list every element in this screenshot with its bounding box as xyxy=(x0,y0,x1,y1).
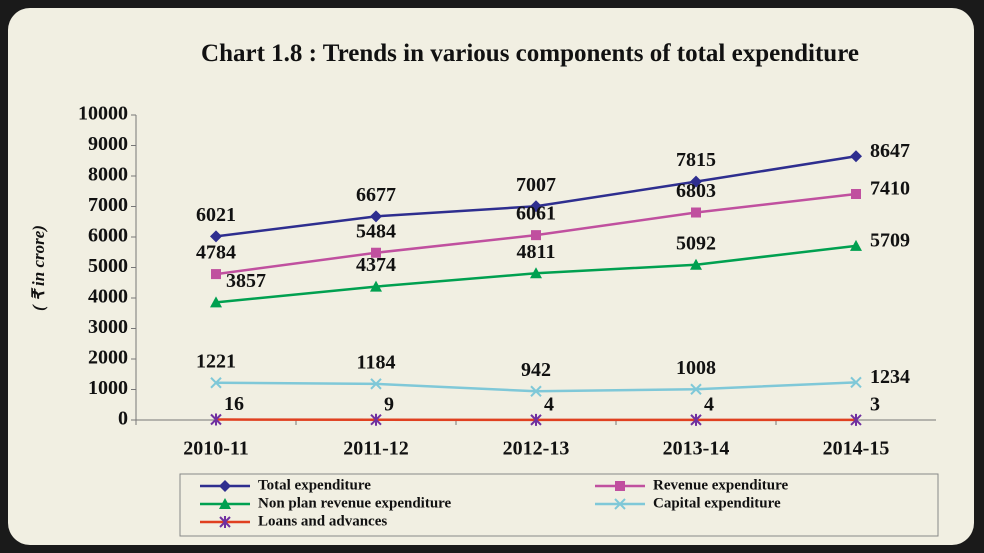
marker xyxy=(850,150,862,163)
marker xyxy=(370,210,382,223)
y-tick-label: 9000 xyxy=(88,133,128,155)
marker xyxy=(531,230,541,241)
data-label: 1221 xyxy=(196,350,236,372)
marker xyxy=(850,413,862,426)
y-tick-label: 3000 xyxy=(88,316,128,338)
data-label: 6677 xyxy=(356,184,396,206)
marker xyxy=(690,258,702,270)
marker xyxy=(690,175,702,188)
data-label: 3 xyxy=(870,394,880,416)
data-label: 4374 xyxy=(356,254,396,276)
marker xyxy=(530,200,542,213)
marker xyxy=(851,188,861,199)
y-tick-label: 4000 xyxy=(88,286,128,308)
y-tick-label: 8000 xyxy=(88,164,128,186)
legend-label: Non plan revenue expenditure xyxy=(258,495,452,511)
legend-label: Loans and advances xyxy=(258,513,387,529)
marker xyxy=(614,498,626,510)
marker xyxy=(850,239,862,251)
marker xyxy=(530,385,542,397)
data-label: 4 xyxy=(704,393,714,415)
marker xyxy=(210,296,222,308)
marker xyxy=(371,247,381,258)
data-label: 8647 xyxy=(870,140,910,162)
marker xyxy=(370,280,382,292)
legend: Total expenditure Revenue expenditure Non … xyxy=(200,477,788,529)
marker xyxy=(530,413,542,426)
marker xyxy=(219,480,231,492)
data-label: 1184 xyxy=(357,351,396,373)
data-label: 7410 xyxy=(870,178,910,200)
marker xyxy=(690,383,702,395)
x-tick-label: 2013-14 xyxy=(663,438,730,460)
x-tick-label: 2010-11 xyxy=(183,438,249,460)
data-label: 4811 xyxy=(517,241,556,263)
data-label: 1234 xyxy=(870,366,910,388)
data-label: 16 xyxy=(224,393,244,415)
data-label: 7007 xyxy=(516,174,556,196)
y-tick-label: 1000 xyxy=(88,377,128,399)
y-tick-label: 5000 xyxy=(88,255,128,277)
y-axis-label: ( ₹ in crore) xyxy=(29,225,48,311)
data-label: 6021 xyxy=(196,204,236,226)
marker xyxy=(690,413,702,426)
y-tick-label: 6000 xyxy=(88,225,128,247)
marker xyxy=(530,267,542,279)
data-label: 942 xyxy=(521,359,551,381)
marker xyxy=(211,269,221,280)
data-label: 5709 xyxy=(870,229,910,251)
legend-label: Capital expenditure xyxy=(653,495,781,511)
y-tick-label: 0 xyxy=(118,408,128,430)
data-label: 5092 xyxy=(676,232,716,254)
data-label: 4 xyxy=(544,393,554,415)
x-tick-label: 2011-12 xyxy=(343,438,409,460)
data-label: 7815 xyxy=(676,149,716,171)
y-tick-label: 10000 xyxy=(78,103,128,125)
y-tick-label: 2000 xyxy=(88,347,128,369)
x-tick-label: 2012-13 xyxy=(503,438,570,460)
data-label: 1008 xyxy=(676,357,716,379)
data-label: 6803 xyxy=(676,180,716,202)
data-label: 6061 xyxy=(516,203,556,225)
x-tick-label: 2014-15 xyxy=(823,438,890,460)
legend-label: Revenue expenditure xyxy=(653,477,788,493)
data-label: 3857 xyxy=(226,270,266,292)
legend-label: Total expenditure xyxy=(258,477,371,493)
legend-box xyxy=(179,473,939,537)
marker xyxy=(219,498,231,509)
marker xyxy=(691,207,701,218)
data-label: 5484 xyxy=(356,220,396,242)
marker xyxy=(370,413,382,426)
data-label: 9 xyxy=(384,393,394,415)
marker xyxy=(850,376,862,389)
chart-title: Chart 1.8 : Trends in various components… xyxy=(201,40,859,67)
data-label: 4784 xyxy=(196,242,236,264)
y-tick-label: 7000 xyxy=(88,194,128,216)
marker xyxy=(370,378,382,390)
marker xyxy=(210,230,222,243)
marker xyxy=(210,413,222,426)
marker xyxy=(219,516,231,528)
marker xyxy=(615,481,625,491)
marker xyxy=(210,377,222,389)
